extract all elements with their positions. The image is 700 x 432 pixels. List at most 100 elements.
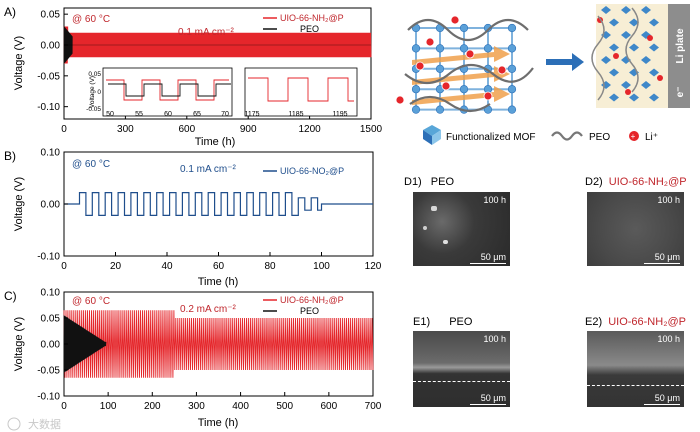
- inset-2-trace-uio-66-nh2-p: [248, 77, 354, 102]
- panel-a-ytick-label: -0.05: [37, 71, 60, 82]
- lattice-node: [507, 64, 517, 73]
- inset-1-xtick-3: 60: [164, 111, 172, 118]
- panel-b-ytick-label: -0.10: [37, 252, 60, 263]
- mof-particle: [609, 93, 619, 102]
- mof-particle: [629, 18, 639, 27]
- legend-mof-label: Functionalized MOF: [446, 132, 535, 143]
- peo-chain: [591, 15, 605, 101]
- li-ion: [497, 65, 507, 75]
- mof-particle: [649, 18, 659, 27]
- panel-c-xtick-label: 500: [276, 401, 293, 412]
- lattice-node: [411, 85, 421, 94]
- panel-c-legend-1: UIO-66-NH₂@P: [280, 295, 344, 305]
- mof-particle: [621, 81, 631, 89]
- li-ion: [625, 89, 631, 95]
- panel-c-xtick-label: 600: [321, 401, 338, 412]
- li-ion-icon: [629, 131, 639, 141]
- panel-c-ytick-label: 0.00: [41, 340, 61, 351]
- mof-lattice-cube: [395, 15, 534, 114]
- panel-c-legend-2: PEO: [300, 306, 319, 316]
- sem-d2-panel: D2): [585, 176, 603, 188]
- panel-c-ylabel: Voltage (V): [13, 317, 25, 371]
- ion-flow-arrow: [412, 46, 510, 65]
- mof-particle: [649, 93, 659, 102]
- lattice-node: [459, 44, 469, 53]
- sem-d1-time: 100 h: [483, 195, 506, 205]
- panel-b-yticks: 0.10 0.00 -0.10: [37, 148, 68, 263]
- panel-c-xtick-label: 200: [144, 401, 161, 412]
- panel-a-label: A): [4, 5, 16, 19]
- inset-1-trace-peo: [108, 83, 231, 97]
- panel-b-ytick-label: 0.00: [41, 200, 61, 211]
- sem-e2-label: UIO-66-NH₂@P: [608, 316, 686, 328]
- peo-chain-icon: [551, 131, 583, 141]
- lattice-node: [459, 23, 469, 33]
- particle-deposit: [431, 206, 437, 211]
- sem-e2-time: 100 h: [657, 334, 680, 344]
- panel-c-xlabel: Time (h): [198, 417, 239, 429]
- sem-e2-interface-line: [587, 385, 684, 386]
- panel-a-series: [63, 26, 372, 64]
- lattice-node: [483, 23, 493, 33]
- panel-c-current: 0.2 mA cm⁻²: [180, 304, 237, 315]
- panel-a-xtick-label: 900: [240, 124, 257, 135]
- panel-a-legend-1: UIO-66-NH₂@P: [280, 13, 344, 23]
- panel-b-xtick-label: 40: [161, 261, 173, 272]
- sem-e2-scalebar: [644, 404, 680, 405]
- sem-d1-label: PEO: [430, 176, 455, 188]
- mof-particle: [641, 56, 651, 64]
- sem-e2-panel: E2): [585, 316, 603, 328]
- sem-e1-time: 100 h: [483, 334, 506, 344]
- panel-b-xlabel: Time (h): [198, 276, 239, 288]
- li-ion: [425, 37, 435, 47]
- panel-c-xtick-label: 300: [188, 401, 205, 412]
- mof-particle: [609, 43, 619, 52]
- sem-d2-scale: 50 μm: [654, 252, 680, 262]
- panel-a-inset-1: [102, 67, 233, 117]
- mof-particle: [609, 68, 619, 77]
- legend-peo-label: PEO: [589, 132, 610, 143]
- lattice-node: [459, 85, 469, 94]
- panel-a-yticks: 0.05 0.00 -0.05 -0.10: [37, 10, 68, 113]
- panel-a-inset-2: [244, 67, 358, 117]
- li-ion: [465, 49, 475, 59]
- panel-c-xticks: 0 100 200 300 400 500 600 700: [61, 392, 382, 412]
- panel-c-xtick-label: 700: [365, 401, 382, 412]
- li-ion: [657, 75, 663, 81]
- sem-d2-image: 100 h 50 μm: [587, 192, 684, 266]
- inset-1-xtick-1: 50: [106, 111, 114, 118]
- mof-particle: [609, 18, 619, 27]
- mof-particle: [629, 43, 639, 52]
- panel-a-ytick-label: 0.00: [41, 41, 61, 52]
- panel-c-condition: @ 60 °C: [72, 296, 110, 307]
- panel-a-inset-2-traces: [248, 77, 354, 102]
- inset-2-xtick-2: 1185: [288, 111, 303, 118]
- interface-mof-particles: [591, 6, 663, 102]
- panel-b-condition: @ 60 °C: [72, 159, 110, 170]
- sem-d1-scale: 50 μm: [480, 252, 506, 262]
- li-ion: [613, 53, 619, 59]
- inset-1-ytick-3: -0.05: [86, 106, 101, 113]
- peo-chain: [409, 95, 491, 113]
- watermark-logo-icon: [7, 417, 21, 431]
- sem-e1-image: 100 h 50 μm: [413, 331, 510, 407]
- lattice-node: [411, 44, 421, 53]
- mof-particle: [641, 6, 651, 14]
- peo-chain: [625, 7, 639, 93]
- panel-c-ytick-label: 0.05: [41, 314, 61, 325]
- panel-a-xtick-label: 300: [117, 124, 134, 135]
- panel-c-ytick-label: -0.05: [37, 366, 60, 377]
- sem-d1-header: D1) PEO: [404, 176, 454, 188]
- panel-a-inset-1-ylabel: Voltage (V): [89, 76, 96, 108]
- panel-b: B) 0.10 0.00 -0.10 0 20 40 60 80 100 120 Time (h…: [4, 148, 382, 289]
- panel-a: A) 0.050.00-0.05-0.10 0 300 600 900 1200 1500…: [4, 5, 383, 148]
- mof-particle: [601, 6, 611, 14]
- panel-a-inset-1-traces: [106, 79, 231, 101]
- li-ion: [647, 35, 653, 41]
- mof-particle: [641, 81, 651, 89]
- arrow-right-icon: [546, 53, 584, 71]
- panel-a-xtick-label: 1200: [298, 124, 321, 135]
- inset-1-xtick-5: 70: [221, 111, 229, 118]
- panel-b-xtick-label: 100: [313, 261, 330, 272]
